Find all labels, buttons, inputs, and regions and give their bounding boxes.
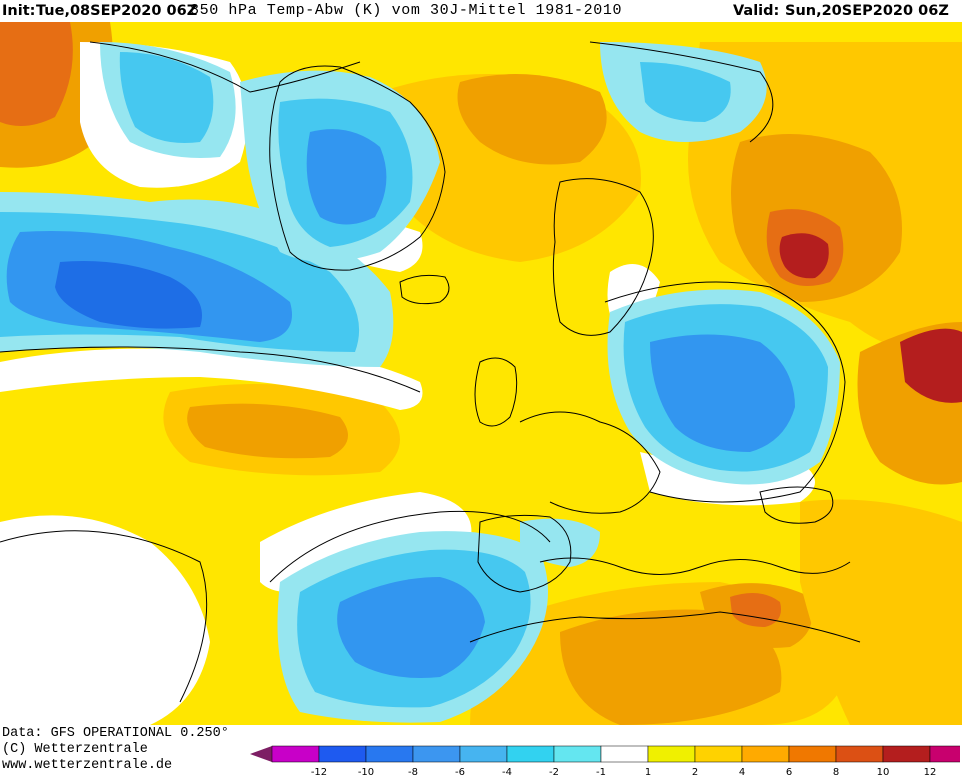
legend-swatch xyxy=(695,746,742,762)
legend-swatch xyxy=(789,746,836,762)
legend-tick-label: -4 xyxy=(502,767,512,778)
legend-tick-label: -2 xyxy=(549,767,559,778)
anomaly-map xyxy=(0,22,962,725)
anomaly-map-canvas xyxy=(0,22,962,725)
data-source-label: Data: GFS OPERATIONAL 0.250° xyxy=(2,726,229,742)
legend-swatch xyxy=(366,746,413,762)
legend-tick-label: -1 xyxy=(596,767,606,778)
legend-swatch xyxy=(413,746,460,762)
legend-swatch xyxy=(319,746,366,762)
legend-swatch xyxy=(554,746,601,762)
legend-swatch xyxy=(836,746,883,762)
legend-tick-label: -12 xyxy=(311,767,327,778)
legend-tick-label: -8 xyxy=(408,767,418,778)
legend-tick-label: 2 xyxy=(692,767,698,778)
legend-swatch xyxy=(272,746,319,762)
legend-tick-label: -6 xyxy=(455,767,465,778)
legend-swatches xyxy=(250,746,960,762)
valid-time: Sun,20SEP2020 06Z xyxy=(785,2,949,20)
init-time: Tue,08SEP2020 06Z xyxy=(36,2,197,20)
legend-tick-label: 12 xyxy=(924,767,937,778)
map-header: Init: Tue,08SEP2020 06Z 850 hPa Temp-Abw… xyxy=(0,0,962,22)
legend-swatch xyxy=(507,746,554,762)
legend-tick-label: -10 xyxy=(358,767,374,778)
legend-swatch xyxy=(930,746,960,762)
init-label: Init: xyxy=(2,2,35,20)
website-link[interactable]: www.wetterzentrale.de xyxy=(2,758,172,774)
legend-tick-label: 10 xyxy=(877,767,890,778)
legend-swatch xyxy=(883,746,930,762)
valid-label: Valid: xyxy=(733,2,779,20)
legend-swatch xyxy=(742,746,789,762)
legend-tick-label: 1 xyxy=(645,767,651,778)
legend-swatch xyxy=(648,746,695,762)
legend-swatch xyxy=(601,746,648,762)
legend-tick-label: 8 xyxy=(833,767,839,778)
copyright-label: (C) Wetterzentrale xyxy=(2,742,148,758)
legend-tick-label: 4 xyxy=(739,767,745,778)
cold-zone-greenland-core xyxy=(307,129,387,224)
legend-swatch xyxy=(460,746,507,762)
parameter-title: 850 hPa Temp-Abw (K) vom 30J-Mittel 1981… xyxy=(190,2,622,20)
legend-tick-label: 6 xyxy=(786,767,792,778)
legend-arrow-low xyxy=(250,746,272,762)
